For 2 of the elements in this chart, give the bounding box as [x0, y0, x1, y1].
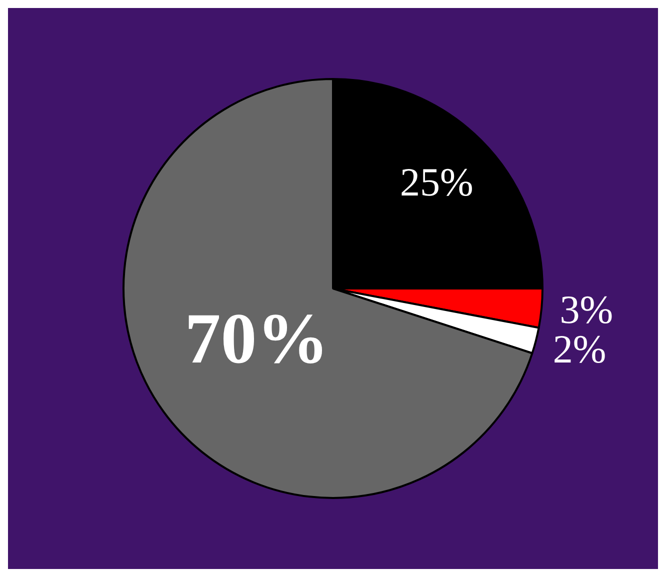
data-label: 70%	[184, 298, 329, 379]
data-label: 25%	[400, 159, 474, 204]
